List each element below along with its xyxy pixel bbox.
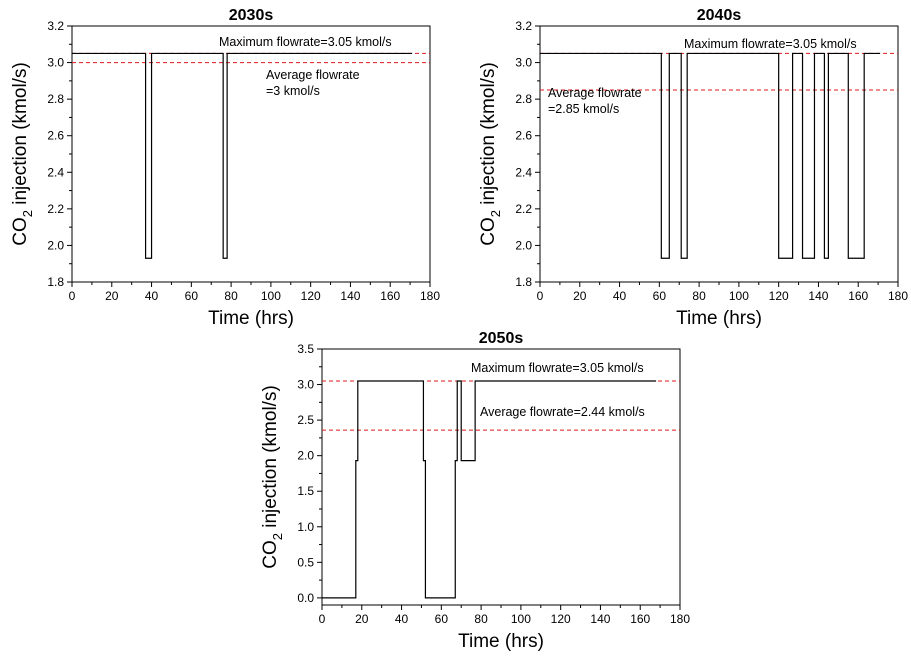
x-tick-label: 80 — [692, 289, 706, 303]
x-tick-label: 160 — [848, 289, 868, 303]
y-label-subscript: 2 — [488, 210, 503, 217]
x-tick-label: 20 — [355, 612, 369, 626]
y-label-main: CO — [10, 217, 31, 246]
y-tick-label: 1.0 — [297, 520, 314, 534]
max-flowrate-annotation: Maximum flowrate=3.05 kmol/s — [219, 35, 392, 49]
y-tick-label: 3.0 — [47, 56, 64, 70]
x-tick-label: 120 — [769, 289, 789, 303]
average-flowrate-annotation: Average flowrate — [548, 86, 642, 100]
x-tick-label: 180 — [888, 289, 908, 303]
x-tick-label: 120 — [301, 289, 321, 303]
x-tick-label: 100 — [729, 289, 749, 303]
x-tick-label: 140 — [808, 289, 828, 303]
x-tick-label: 60 — [653, 289, 667, 303]
chart-title: 2030s — [229, 7, 274, 24]
y-tick-label: 3.0 — [297, 378, 314, 392]
y-tick-label: 2.4 — [47, 165, 64, 179]
x-tick-label: 0 — [319, 612, 326, 626]
y-axis-label: CO2 injection (kmol/s) — [260, 385, 285, 569]
y-tick-label: 3.0 — [515, 56, 532, 70]
x-tick-label: 60 — [185, 289, 199, 303]
y-tick-label: 2.0 — [47, 238, 64, 252]
y-tick-label: 2.8 — [515, 92, 532, 106]
y-tick-label: 3.2 — [515, 19, 532, 33]
max-flowrate-annotation: Maximum flowrate=3.05 kmol/s — [684, 37, 857, 51]
y-tick-label: 2.2 — [47, 202, 64, 216]
x-tick-label: 180 — [670, 612, 690, 626]
chart-title: 2040s — [697, 7, 742, 24]
chart-panel-2050s: 2050s 0 20 40 60 80 100 120 140 160 180 0.0 0.5 1.0 1.… — [260, 330, 690, 652]
y-tick-label: 2.6 — [515, 129, 532, 143]
y-label-rest: injection (kmol/s) — [10, 62, 31, 210]
y-axis-label: CO2 injection (kmol/s) — [10, 62, 35, 246]
x-tick-label: 0 — [69, 289, 76, 303]
y-label-subscript: 2 — [270, 533, 285, 540]
y-tick-label: 2.5 — [297, 413, 314, 427]
chart-title: 2050s — [479, 330, 524, 347]
y-tick-label: 0.5 — [297, 555, 314, 569]
x-axis-label: Time (hrs) — [208, 308, 294, 329]
x-tick-label: 100 — [511, 612, 531, 626]
x-axis-label: Time (hrs) — [458, 631, 544, 652]
x-tick-label: 40 — [145, 289, 159, 303]
y-tick-label: 1.8 — [47, 275, 64, 289]
x-tick-label: 80 — [474, 612, 488, 626]
x-tick-label: 140 — [340, 289, 360, 303]
y-label-rest: injection (kmol/s) — [478, 62, 499, 210]
y-axis-label: CO2 injection (kmol/s) — [478, 62, 503, 246]
y-label-main: CO — [478, 217, 499, 246]
average-flowrate-annotation: =3 kmol/s — [266, 84, 320, 98]
y-tick-label: 2.0 — [515, 238, 532, 252]
y-tick-label: 1.8 — [515, 275, 532, 289]
y-label-main: CO — [260, 540, 281, 569]
x-axis-label: Time (hrs) — [676, 308, 762, 329]
series-line — [540, 52, 881, 259]
y-tick-label: 3.2 — [47, 19, 64, 33]
chart-panel-2040s: 2040s 0 20 40 60 80 100 120 140 160 180 1.8 2.0 2.2 2.… — [478, 7, 908, 329]
y-tick-label: 2.6 — [47, 129, 64, 143]
chart-panel-2030s: 2030s 0 20 40 60 80 100 120 140 160 180 1.8 2.0 2.2 2.… — [10, 7, 440, 329]
x-tick-label: 160 — [380, 289, 400, 303]
x-tick-label: 60 — [435, 612, 449, 626]
x-tick-label: 140 — [590, 612, 610, 626]
y-tick-label: 0.0 — [297, 591, 314, 605]
x-tick-label: 80 — [224, 289, 238, 303]
y-tick-label: 2.2 — [515, 202, 532, 216]
series-line — [72, 52, 413, 259]
y-label-rest: injection (kmol/s) — [260, 385, 281, 533]
y-tick-label: 2.8 — [47, 92, 64, 106]
average-flowrate-annotation: =2.85 kmol/s — [548, 102, 619, 116]
y-tick-label: 2.4 — [515, 165, 532, 179]
x-tick-label: 40 — [395, 612, 409, 626]
plot-frame — [539, 25, 899, 283]
series-line — [322, 380, 657, 599]
max-flowrate-annotation: Maximum flowrate=3.05 kmol/s — [471, 361, 644, 375]
x-tick-label: 120 — [551, 612, 571, 626]
y-tick-label: 1.5 — [297, 484, 314, 498]
y-label-subscript: 2 — [20, 210, 35, 217]
x-tick-label: 0 — [537, 289, 544, 303]
plot-frame — [71, 25, 431, 283]
x-tick-label: 160 — [630, 612, 650, 626]
x-tick-label: 20 — [573, 289, 587, 303]
y-tick-label: 3.5 — [297, 342, 314, 356]
x-tick-label: 100 — [261, 289, 281, 303]
x-tick-label: 20 — [105, 289, 119, 303]
y-tick-label: 2.0 — [297, 449, 314, 463]
plot-frame — [321, 348, 681, 606]
average-flowrate-annotation: Average flowrate=2.44 kmol/s — [480, 405, 645, 419]
x-tick-label: 180 — [420, 289, 440, 303]
x-tick-label: 40 — [613, 289, 627, 303]
average-flowrate-annotation: Average flowrate — [266, 68, 360, 82]
